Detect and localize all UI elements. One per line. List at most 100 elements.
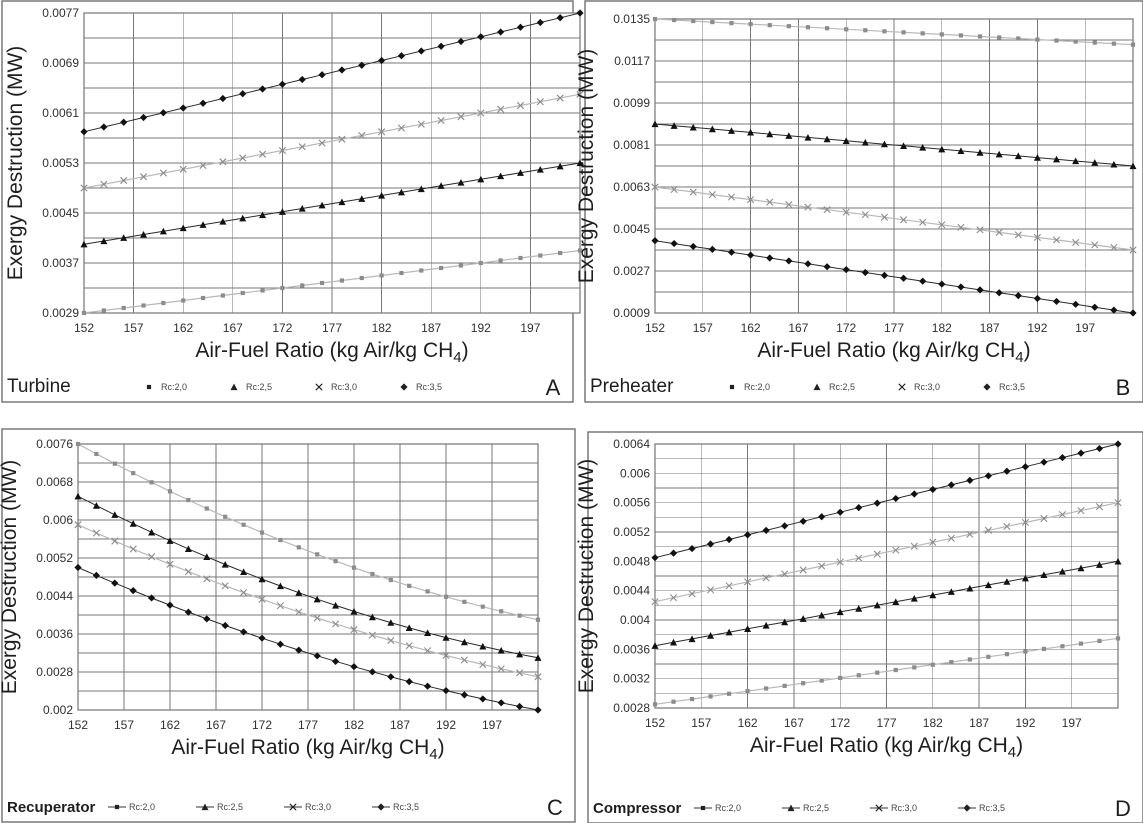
legend-swatch [963, 804, 971, 812]
data-point [855, 605, 863, 612]
y-tick-label: 0.0068 [36, 475, 73, 489]
data-point [1058, 510, 1067, 519]
data-point [672, 17, 677, 23]
data-point [94, 451, 99, 457]
x-tick-label: 187 [390, 718, 410, 732]
data-point [689, 696, 695, 702]
data-point [652, 16, 658, 22]
data-point [397, 52, 406, 60]
data-point [149, 480, 154, 485]
data-point [318, 71, 326, 79]
x-tick-label: 182 [344, 718, 364, 732]
data-point [710, 19, 715, 25]
data-point [399, 270, 404, 276]
data-point [1003, 578, 1011, 585]
data-point [762, 574, 770, 582]
y-tick-label: 0.0053 [42, 156, 79, 170]
series-b-diamond [651, 237, 1137, 317]
data-point [929, 591, 937, 599]
data-point [766, 130, 774, 138]
data-point [534, 706, 542, 714]
data-point [727, 127, 735, 134]
data-point [1111, 41, 1116, 46]
data-point [424, 647, 432, 655]
series-d-x [651, 499, 1122, 606]
legend-item: Rc:2,0 [146, 382, 187, 392]
data-point [148, 553, 156, 561]
data-point [200, 295, 206, 301]
data-point [556, 162, 564, 170]
data-point [442, 634, 450, 641]
data-point [397, 124, 406, 132]
data-point [823, 206, 831, 214]
data-point [919, 277, 927, 285]
data-point [957, 283, 965, 291]
data-point [280, 285, 285, 291]
data-point [861, 211, 869, 219]
data-point [300, 283, 305, 288]
data-point [100, 237, 108, 245]
data-point [497, 105, 505, 113]
legend-label: Rc:2,5 [829, 382, 855, 392]
series-d-diamond [651, 440, 1122, 562]
y-tick-label: 0.0081 [613, 138, 650, 152]
y-tick-label: 0.0117 [614, 54, 650, 68]
data-point [497, 646, 505, 654]
panel-name: Recuperator [7, 799, 96, 816]
y-tick-label: 0.0027 [613, 264, 650, 278]
series-c-square [75, 441, 541, 622]
data-point [219, 94, 227, 103]
data-point [536, 98, 544, 106]
data-point [766, 254, 774, 262]
data-point [957, 147, 965, 155]
series-a-x [80, 90, 584, 192]
data-point [458, 263, 464, 268]
series-line [654, 502, 1119, 603]
x-axis-title: Air-Fuel Ratio (kg Air/kg CH4) [750, 734, 1023, 761]
data-point [259, 211, 267, 219]
legend-label: Rc:3,5 [393, 802, 419, 812]
data-point [111, 511, 119, 518]
x-tick-label: 197 [520, 321, 540, 335]
data-point [92, 571, 100, 579]
data-point [258, 595, 266, 603]
data-point [203, 575, 211, 583]
data-point [184, 608, 192, 616]
data-point [670, 185, 678, 194]
data-point [910, 594, 918, 602]
series-a-square [81, 248, 583, 316]
data-point [339, 278, 345, 283]
data-point [861, 138, 869, 146]
data-point [378, 56, 386, 65]
data-point [179, 104, 187, 112]
legend-label: Rc:3,5 [416, 382, 442, 392]
data-point [1003, 467, 1011, 475]
data-point [276, 602, 284, 610]
series-a-diamond [80, 9, 584, 136]
data-point [875, 670, 880, 675]
data-point [977, 34, 983, 39]
panel-letter: B [1116, 375, 1131, 400]
legend-label: Rc:2,0 [715, 803, 741, 813]
data-point [873, 601, 881, 609]
data-point [166, 601, 174, 609]
data-point [1129, 246, 1137, 254]
data-point [899, 216, 908, 224]
data-point [318, 201, 326, 209]
chart-panel-a: 152 157 162 167 172 177 182 187 192 197 0.0029 0.00… [1, 0, 584, 403]
x-tick-label: 182 [923, 716, 943, 730]
data-point [863, 28, 868, 33]
x-tick-label: 152 [74, 321, 94, 335]
data-point [836, 508, 844, 516]
data-point [179, 165, 187, 173]
data-point [462, 599, 467, 604]
series-c-x [74, 521, 542, 681]
legend-item: Rc:3,5 [400, 382, 442, 392]
legend-swatch [146, 384, 152, 390]
x-tick-label: 192 [471, 321, 491, 335]
data-point [1091, 303, 1099, 311]
data-point [338, 66, 346, 74]
data-point [477, 33, 485, 41]
series-d-square [652, 636, 1121, 707]
